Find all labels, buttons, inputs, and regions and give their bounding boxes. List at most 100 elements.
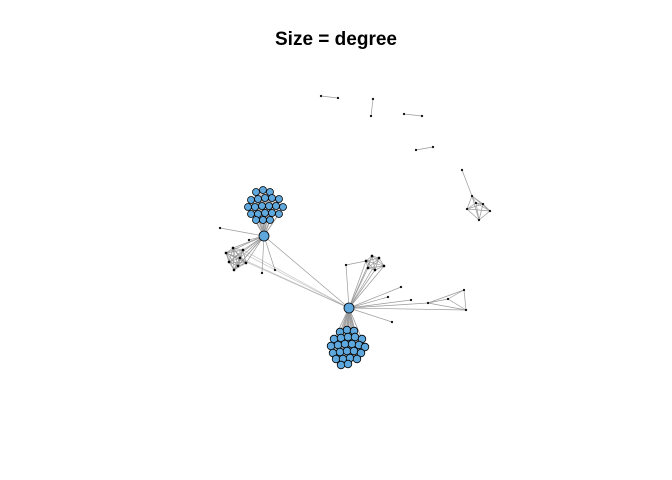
edge bbox=[367, 257, 380, 269]
network-node bbox=[279, 203, 287, 211]
network-node bbox=[464, 308, 468, 312]
network-node bbox=[431, 145, 435, 149]
edge bbox=[447, 298, 467, 311]
network-node bbox=[247, 210, 255, 218]
edge bbox=[471, 195, 480, 221]
edge bbox=[365, 260, 385, 267]
network-node bbox=[272, 202, 280, 210]
network-node bbox=[488, 209, 492, 213]
network-node bbox=[343, 359, 353, 369]
network-node bbox=[347, 339, 357, 349]
network-node bbox=[275, 195, 283, 203]
network-node bbox=[247, 238, 251, 242]
edge bbox=[348, 269, 376, 309]
network-node bbox=[390, 320, 394, 324]
edge bbox=[463, 289, 467, 311]
network-node bbox=[344, 263, 348, 267]
edge bbox=[263, 235, 276, 271]
network-node bbox=[336, 360, 346, 370]
network-node bbox=[382, 264, 386, 268]
network-node bbox=[326, 341, 336, 351]
edge bbox=[232, 247, 244, 251]
network-node bbox=[371, 97, 375, 101]
network-node bbox=[420, 114, 424, 118]
network-node bbox=[342, 346, 352, 356]
network-node bbox=[414, 148, 418, 152]
edge bbox=[261, 235, 265, 274]
network-node bbox=[460, 168, 464, 172]
network-node bbox=[377, 256, 381, 260]
edge bbox=[263, 235, 350, 309]
edge bbox=[348, 299, 412, 309]
network-node bbox=[343, 302, 355, 314]
network-node bbox=[335, 347, 345, 357]
nodes bbox=[218, 94, 492, 370]
edge bbox=[348, 260, 367, 309]
network-node bbox=[349, 346, 359, 356]
network-node bbox=[474, 201, 478, 205]
edge bbox=[427, 298, 449, 304]
network-node bbox=[409, 298, 413, 302]
network-node bbox=[258, 230, 270, 242]
edge bbox=[466, 195, 473, 210]
edge bbox=[257, 189, 264, 215]
edge bbox=[471, 195, 477, 204]
edge bbox=[242, 249, 350, 309]
network-node bbox=[244, 203, 252, 211]
edge bbox=[348, 307, 467, 311]
edge bbox=[348, 286, 402, 309]
network-node bbox=[275, 210, 283, 218]
edge bbox=[262, 189, 280, 215]
edge bbox=[370, 98, 374, 117]
network-node bbox=[252, 216, 260, 224]
edge bbox=[427, 302, 467, 311]
edge bbox=[348, 296, 389, 309]
edge bbox=[233, 257, 241, 271]
edge bbox=[345, 260, 367, 266]
network-node bbox=[244, 261, 248, 265]
edge bbox=[427, 289, 465, 304]
network-node bbox=[231, 246, 235, 250]
network-node bbox=[364, 259, 368, 263]
network-node bbox=[336, 96, 340, 100]
edge bbox=[367, 255, 373, 269]
network-node bbox=[360, 342, 370, 352]
edge bbox=[348, 265, 385, 309]
network-node bbox=[241, 248, 245, 252]
network-node bbox=[224, 251, 228, 255]
network-node bbox=[370, 254, 374, 258]
edge bbox=[471, 195, 484, 205]
network-node bbox=[477, 218, 481, 222]
network-node bbox=[333, 340, 343, 350]
network-node bbox=[254, 195, 262, 203]
edge bbox=[475, 202, 491, 212]
edge bbox=[478, 210, 491, 221]
edge bbox=[232, 247, 247, 264]
network-node bbox=[266, 216, 274, 224]
network-node bbox=[261, 194, 269, 202]
edge bbox=[378, 257, 385, 267]
network-node bbox=[232, 268, 236, 272]
edge bbox=[232, 247, 235, 271]
network-node bbox=[319, 94, 323, 98]
edge bbox=[374, 265, 385, 271]
network-node bbox=[342, 325, 352, 335]
network-node bbox=[446, 297, 450, 301]
network-node bbox=[251, 203, 259, 211]
network-node bbox=[356, 348, 366, 358]
edge bbox=[466, 202, 477, 210]
edge bbox=[461, 169, 473, 197]
edge bbox=[466, 203, 484, 210]
edge bbox=[475, 202, 480, 221]
network-node bbox=[366, 266, 370, 270]
network-node bbox=[268, 194, 276, 202]
network-node bbox=[399, 285, 403, 289]
network-node bbox=[227, 260, 231, 264]
edge bbox=[233, 262, 247, 271]
edge bbox=[374, 257, 380, 271]
edge bbox=[239, 257, 350, 309]
edge bbox=[225, 247, 234, 254]
edge bbox=[232, 247, 350, 309]
edge bbox=[219, 227, 265, 237]
